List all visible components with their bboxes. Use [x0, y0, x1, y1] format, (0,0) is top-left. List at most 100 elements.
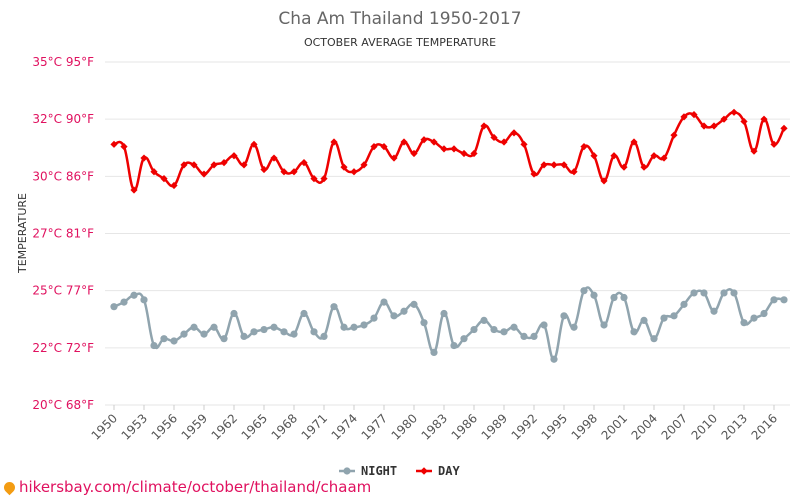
data-point[interactable] — [660, 314, 668, 322]
data-point[interactable] — [720, 289, 728, 297]
data-point[interactable] — [560, 312, 568, 320]
data-point[interactable] — [340, 163, 348, 171]
data-point[interactable] — [680, 113, 688, 121]
data-point[interactable] — [260, 165, 268, 174]
data-point[interactable] — [630, 138, 638, 146]
data-point[interactable] — [330, 138, 338, 146]
data-point[interactable] — [670, 131, 678, 139]
data-point[interactable] — [770, 296, 778, 304]
data-point[interactable] — [730, 289, 738, 297]
data-point[interactable] — [550, 161, 558, 169]
data-point[interactable] — [400, 307, 408, 315]
data-point[interactable] — [720, 115, 728, 123]
data-point[interactable] — [130, 291, 138, 299]
data-point[interactable] — [410, 149, 418, 158]
data-point[interactable] — [130, 186, 138, 194]
data-point[interactable] — [160, 335, 168, 343]
data-point[interactable] — [520, 332, 528, 340]
data-point[interactable] — [300, 159, 308, 167]
data-point[interactable] — [560, 161, 568, 169]
data-point[interactable] — [510, 129, 518, 137]
data-point[interactable] — [690, 289, 698, 297]
data-point[interactable] — [460, 335, 468, 343]
data-point[interactable] — [260, 325, 268, 334]
data-point[interactable] — [320, 332, 328, 340]
legend-item-night[interactable]: NIGHT — [339, 464, 397, 478]
data-point[interactable] — [270, 323, 278, 331]
data-point[interactable] — [280, 328, 288, 336]
data-point[interactable] — [600, 177, 608, 185]
data-point[interactable] — [110, 303, 118, 311]
data-point[interactable] — [500, 138, 508, 146]
data-point[interactable] — [640, 316, 648, 324]
data-point[interactable] — [430, 138, 438, 146]
data-point[interactable] — [290, 168, 298, 176]
data-point[interactable] — [480, 122, 488, 130]
legend[interactable]: NIGHT DAY — [339, 464, 460, 478]
data-point[interactable] — [370, 314, 378, 322]
data-point[interactable] — [190, 323, 198, 331]
data-point[interactable] — [450, 341, 458, 350]
data-point[interactable] — [530, 170, 538, 178]
data-point[interactable] — [780, 124, 788, 132]
data-point[interactable] — [150, 168, 158, 176]
data-point[interactable] — [500, 328, 508, 336]
data-point[interactable] — [530, 332, 538, 340]
data-point[interactable] — [440, 145, 448, 153]
footer-link[interactable]: hikersbay.com/climate/october/thailand/c… — [1, 478, 371, 496]
data-point[interactable] — [600, 321, 608, 329]
data-point[interactable] — [140, 296, 148, 304]
data-point[interactable] — [360, 321, 368, 329]
data-point[interactable] — [700, 122, 708, 130]
data-point[interactable] — [140, 154, 148, 162]
data-point[interactable] — [550, 355, 558, 363]
data-point[interactable] — [240, 332, 248, 340]
data-point[interactable] — [190, 161, 198, 169]
data-point[interactable] — [220, 159, 228, 167]
data-point[interactable] — [610, 293, 618, 302]
data-point[interactable] — [120, 298, 128, 306]
data-point[interactable] — [300, 309, 308, 318]
data-point[interactable] — [400, 138, 408, 146]
data-point[interactable] — [360, 161, 368, 169]
data-point[interactable] — [230, 152, 238, 160]
data-point[interactable] — [390, 154, 398, 162]
data-point[interactable] — [700, 289, 708, 297]
data-point[interactable] — [340, 323, 348, 331]
data-point[interactable] — [380, 143, 388, 151]
data-point[interactable] — [760, 115, 768, 123]
data-point[interactable] — [660, 154, 668, 162]
data-point[interactable] — [470, 149, 478, 158]
data-point[interactable] — [450, 145, 458, 153]
data-point[interactable] — [290, 330, 298, 338]
data-point[interactable] — [160, 175, 168, 183]
data-point[interactable] — [580, 287, 588, 295]
data-point[interactable] — [480, 316, 488, 324]
data-point[interactable] — [420, 136, 428, 144]
data-point[interactable] — [760, 309, 768, 318]
data-point[interactable] — [180, 330, 188, 338]
data-point[interactable] — [380, 298, 388, 306]
data-point[interactable] — [650, 152, 658, 160]
data-point[interactable] — [770, 140, 778, 148]
data-point[interactable] — [120, 143, 128, 151]
data-point[interactable] — [730, 108, 738, 116]
data-point[interactable] — [410, 300, 418, 308]
data-point[interactable] — [320, 175, 328, 183]
data-point[interactable] — [710, 307, 718, 315]
data-point[interactable] — [650, 335, 658, 343]
data-point[interactable] — [430, 348, 438, 357]
data-point[interactable] — [210, 161, 218, 169]
data-point[interactable] — [420, 319, 428, 327]
data-point[interactable] — [390, 312, 398, 320]
data-point[interactable] — [210, 323, 218, 331]
data-point[interactable] — [780, 296, 788, 304]
data-point[interactable] — [220, 335, 228, 343]
data-point[interactable] — [240, 161, 248, 169]
data-point[interactable] — [460, 149, 468, 158]
data-point[interactable] — [490, 325, 498, 334]
data-point[interactable] — [570, 168, 578, 176]
data-point[interactable] — [170, 337, 178, 345]
data-point[interactable] — [620, 163, 628, 171]
data-point[interactable] — [200, 330, 208, 338]
